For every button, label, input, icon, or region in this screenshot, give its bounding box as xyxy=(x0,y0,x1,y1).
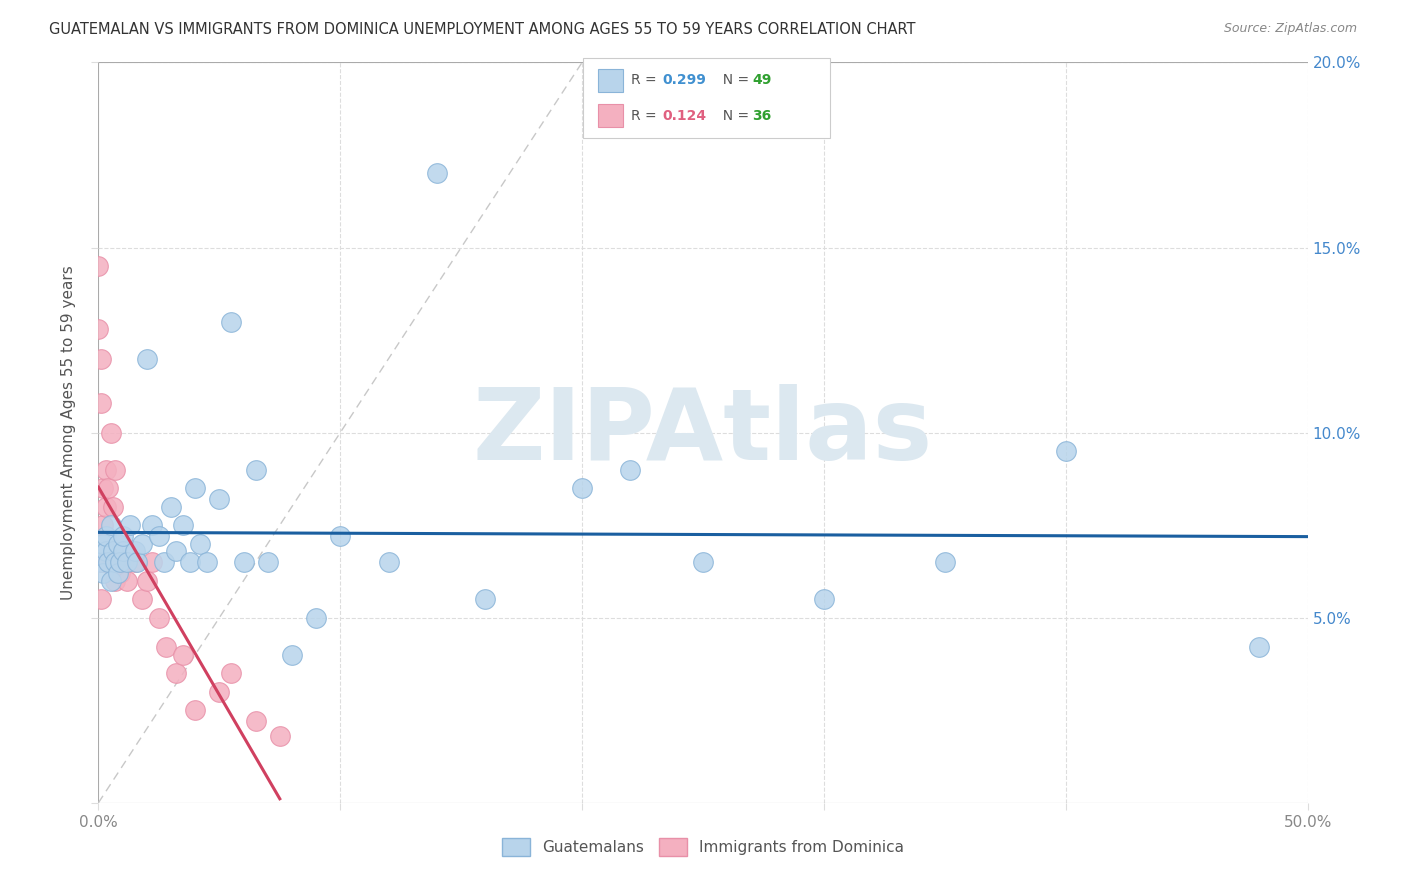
Point xyxy=(94,544,117,558)
Point xyxy=(155,640,177,655)
Point xyxy=(165,666,187,681)
Y-axis label: Unemployment Among Ages 55 to 59 years: Unemployment Among Ages 55 to 59 years xyxy=(60,265,76,600)
Point xyxy=(107,566,129,581)
Point xyxy=(221,314,243,328)
Point xyxy=(245,714,267,729)
Point xyxy=(108,555,131,569)
Text: GUATEMALAN VS IMMIGRANTS FROM DOMINICA UNEMPLOYMENT AMONG AGES 55 TO 59 YEARS CO: GUATEMALAN VS IMMIGRANTS FROM DOMINICA U… xyxy=(49,22,915,37)
Point xyxy=(184,481,207,495)
Point xyxy=(97,481,120,495)
Point xyxy=(135,351,157,366)
Point xyxy=(111,529,134,543)
Point xyxy=(100,555,122,569)
Point xyxy=(188,536,211,550)
Point xyxy=(619,462,641,476)
Point xyxy=(117,555,139,569)
Point xyxy=(148,529,170,543)
Point xyxy=(141,555,163,569)
Point xyxy=(94,462,117,476)
Point xyxy=(90,555,112,569)
Text: 0.299: 0.299 xyxy=(662,73,706,87)
Point xyxy=(97,555,120,569)
Point xyxy=(90,592,112,607)
Point xyxy=(108,566,131,581)
Point xyxy=(934,555,956,569)
Point xyxy=(91,481,114,495)
Point xyxy=(118,518,141,533)
Point xyxy=(160,500,183,514)
Legend: Guatemalans, Immigrants from Dominica: Guatemalans, Immigrants from Dominica xyxy=(496,832,910,862)
Point xyxy=(329,529,352,543)
Point xyxy=(141,518,163,533)
Point xyxy=(104,555,127,569)
Point xyxy=(100,518,122,533)
Point xyxy=(91,536,114,550)
Point xyxy=(124,544,146,558)
Point xyxy=(100,425,122,440)
Point xyxy=(135,574,157,588)
Point xyxy=(692,555,714,569)
Point xyxy=(172,648,194,662)
Point xyxy=(91,566,114,581)
Point xyxy=(269,729,291,743)
Text: N =: N = xyxy=(714,73,754,87)
Point xyxy=(256,555,278,569)
Point xyxy=(101,500,124,514)
Point xyxy=(195,555,218,569)
Point xyxy=(101,544,124,558)
Point xyxy=(245,462,267,476)
Point xyxy=(117,574,139,588)
Point xyxy=(148,610,170,624)
Point xyxy=(131,592,153,607)
Point xyxy=(172,518,194,533)
Point xyxy=(100,574,122,588)
Point xyxy=(111,544,134,558)
Point xyxy=(152,555,174,569)
Point xyxy=(97,555,120,569)
Point xyxy=(90,396,112,410)
Point xyxy=(111,555,134,569)
Point xyxy=(107,555,129,569)
Point xyxy=(208,492,231,507)
Point xyxy=(124,555,146,569)
Point xyxy=(1054,444,1077,458)
Point xyxy=(127,555,149,569)
Point xyxy=(101,555,124,569)
Point xyxy=(87,322,110,336)
Point xyxy=(91,518,114,533)
Point xyxy=(221,666,243,681)
Point xyxy=(305,610,328,624)
Point xyxy=(179,555,201,569)
Text: 36: 36 xyxy=(752,109,772,123)
Point xyxy=(281,648,304,662)
Point xyxy=(813,592,835,607)
Point xyxy=(94,500,117,514)
Point xyxy=(90,555,112,569)
Point xyxy=(104,462,127,476)
Point xyxy=(91,555,114,569)
Point xyxy=(426,166,449,180)
Point xyxy=(131,536,153,550)
Point xyxy=(184,703,207,717)
Text: Source: ZipAtlas.com: Source: ZipAtlas.com xyxy=(1223,22,1357,36)
Point xyxy=(1249,640,1271,655)
Point xyxy=(90,351,112,366)
Point xyxy=(208,685,231,699)
Point xyxy=(104,574,127,588)
Text: ZIPAtlas: ZIPAtlas xyxy=(472,384,934,481)
Text: 49: 49 xyxy=(752,73,772,87)
Point xyxy=(232,555,254,569)
Text: R =: R = xyxy=(631,73,661,87)
Point xyxy=(377,555,399,569)
Point xyxy=(107,536,129,550)
Point xyxy=(165,544,187,558)
Point xyxy=(87,259,110,273)
Text: N =: N = xyxy=(714,109,754,123)
Point xyxy=(474,592,496,607)
Text: R =: R = xyxy=(631,109,661,123)
Point xyxy=(94,529,117,543)
Text: 0.124: 0.124 xyxy=(662,109,706,123)
Point xyxy=(571,481,593,495)
